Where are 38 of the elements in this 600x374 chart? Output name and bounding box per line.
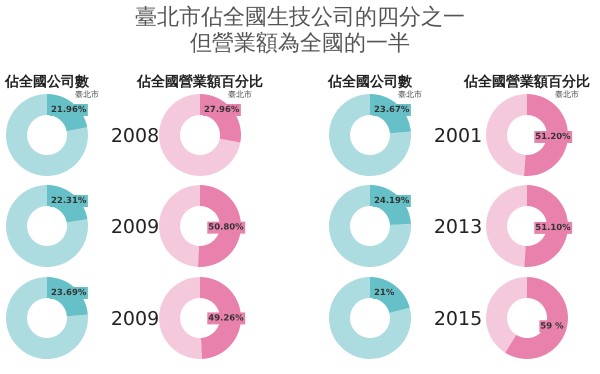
- donut-slice: [159, 277, 202, 359]
- slice-label: 臺北市: [398, 90, 422, 99]
- donut-slice: [505, 277, 568, 359]
- donut-slice: [486, 185, 527, 267]
- chart-title: 佔全國營業額百分比: [463, 73, 590, 90]
- data-label: 21%: [374, 288, 395, 298]
- data-label: 23.69%: [51, 288, 87, 298]
- text: 2013: [434, 216, 482, 238]
- data-label: 49.26%: [208, 313, 244, 324]
- chart-title: 佔全國公司數: [4, 74, 90, 90]
- data-label: 22.31%: [51, 196, 87, 206]
- data-label: 21.96%: [51, 105, 87, 115]
- slice-label: 臺北市: [555, 90, 579, 99]
- text: 2009: [110, 216, 160, 238]
- data-label: 27.96%: [204, 105, 240, 115]
- text: 臺北市佔全國生技公司的四分之一: [135, 5, 465, 30]
- chart-title: 佔全國公司數: [327, 74, 413, 90]
- text: 2008: [110, 125, 160, 147]
- data-label: 51.10%: [535, 222, 572, 233]
- chart-title: 佔全國營業額百分比: [136, 73, 263, 90]
- text: 2015: [434, 308, 482, 330]
- slice-label: 臺北市: [228, 90, 252, 99]
- data-label: 59 %: [540, 321, 564, 332]
- donut-slice: [6, 185, 88, 267]
- donut-slice: [486, 94, 527, 176]
- donut-slice: [329, 277, 411, 359]
- text: 2009: [110, 308, 160, 330]
- data-label: 24.19%: [374, 196, 410, 206]
- data-label: 51.20%: [535, 132, 572, 142]
- donut-slice: [486, 277, 527, 353]
- donut-slice: [6, 277, 88, 359]
- donut-slice: [159, 185, 200, 267]
- donut-slice: [329, 185, 411, 267]
- text: 但營業額為全國的一半: [190, 31, 410, 56]
- slice-label: 臺北市: [75, 90, 99, 99]
- data-label: 23.67%: [374, 105, 410, 115]
- text: 2001: [434, 125, 482, 147]
- data-label: 50.80%: [208, 222, 244, 233]
